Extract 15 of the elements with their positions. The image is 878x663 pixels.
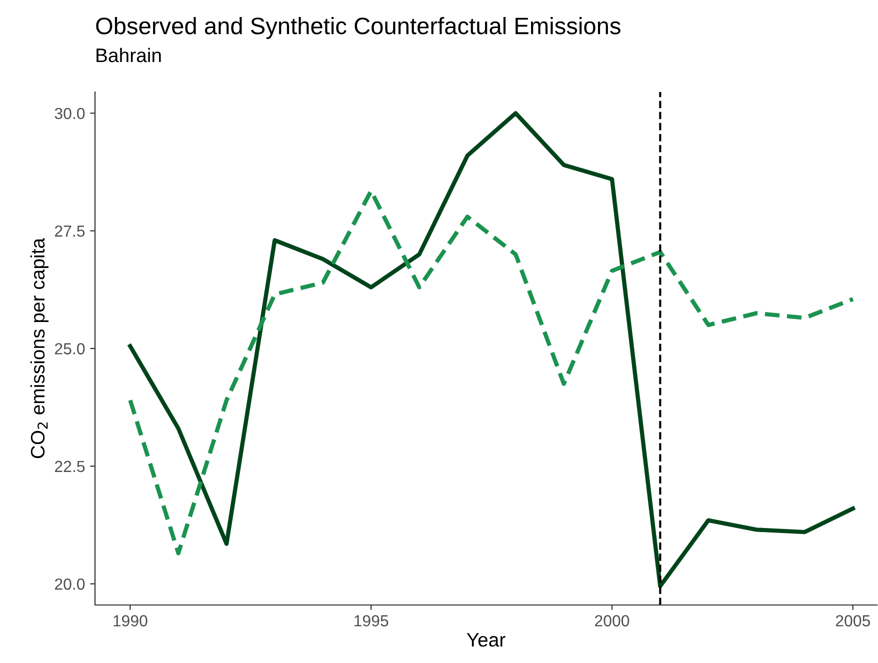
y-tick-label: 20.0 [55,578,85,590]
y-tick-label: 30.0 [54,108,85,120]
line-series [128,111,855,588]
x-tick-label: 1990 [114,615,148,626]
chart-subtitle: Bahrain [96,48,161,62]
x-tick-label: 1995 [354,615,388,626]
y-tick-label: 25.0 [55,343,85,354]
x-tick-label: 2000 [595,615,630,626]
y-tick-label: 22.5 [55,460,85,472]
chart-title: Observed and Synthetic Counterfactual Emissions [96,16,620,40]
line-series [128,188,855,556]
x-axis-title: Year [466,633,506,647]
y-axis-title: CO$_{2}$ emissions per capita [30,238,48,458]
x-tick-label: 2005 [836,615,870,626]
y-tick-label: 27.5 [55,225,85,237]
